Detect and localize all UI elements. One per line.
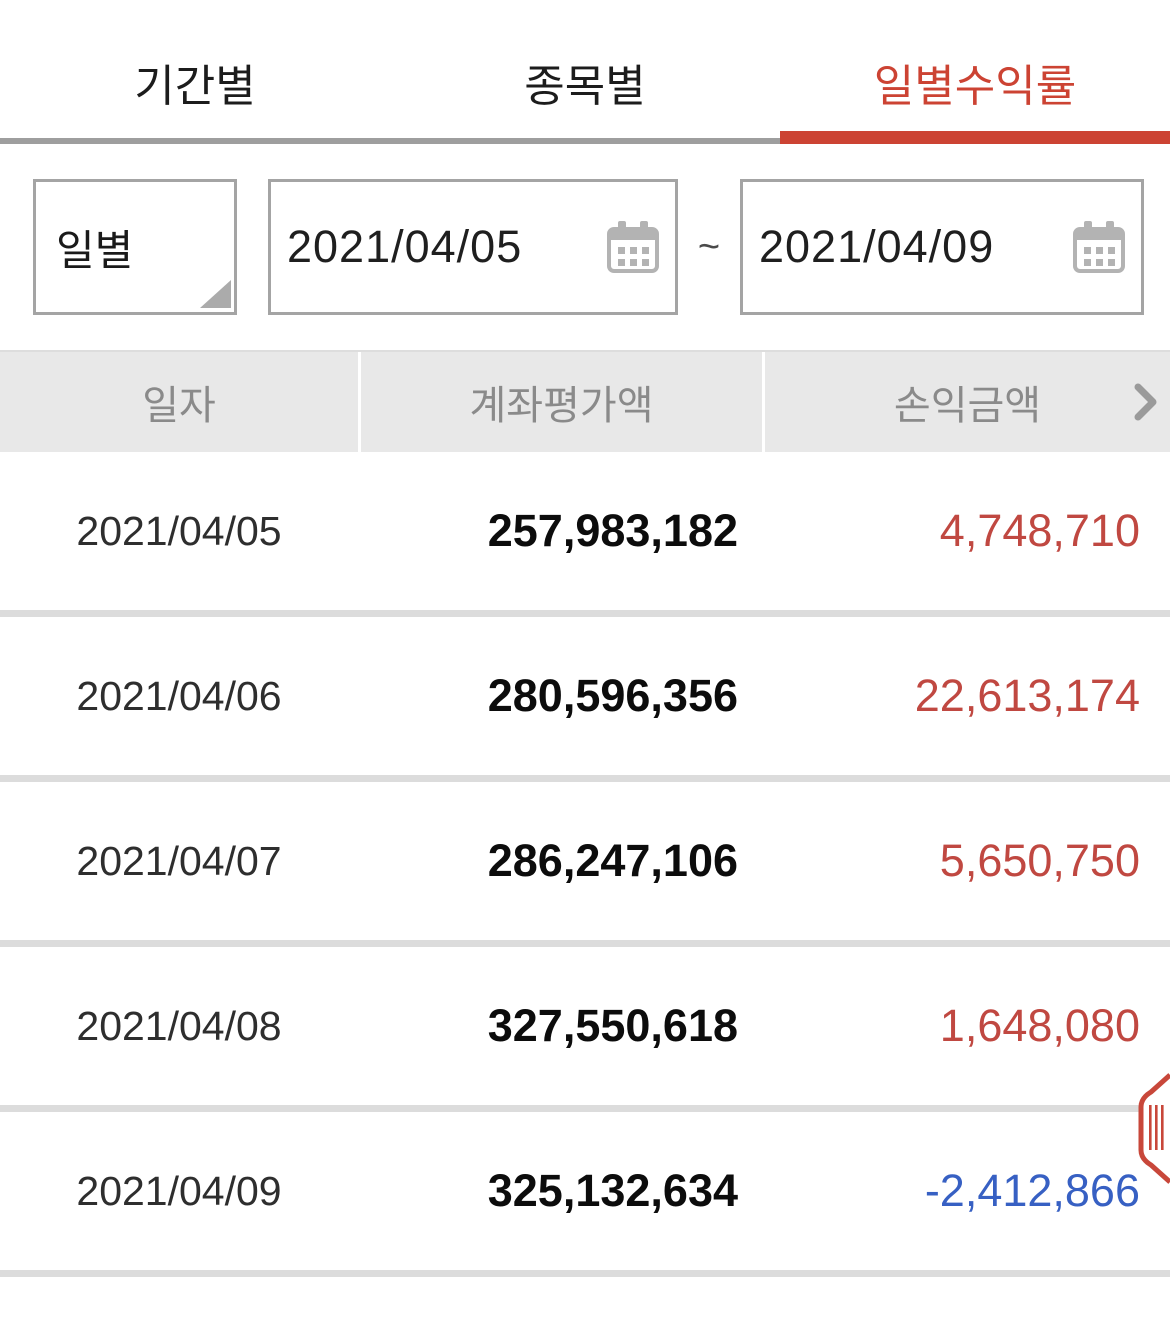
account-value-cell: 325,132,634 (487, 1165, 738, 1216)
date-range-separator: ~ (697, 225, 721, 268)
table-body: 2021/04/05 257,983,182 4,748,710 2021/04… (0, 452, 1170, 1277)
date-cell: 2021/04/06 (76, 672, 282, 719)
row-separator (0, 1270, 1170, 1277)
row-separator (0, 1105, 1170, 1112)
tab-daily-returns[interactable]: 일별수익률 (780, 0, 1170, 144)
account-value-cell: 286,247,106 (487, 835, 738, 886)
date-to-input[interactable]: 2021/04/09 (740, 179, 1144, 315)
date-from-input[interactable]: 2021/04/05 (268, 179, 678, 315)
account-value-cell: 257,983,182 (487, 505, 738, 556)
row-separator (0, 610, 1170, 617)
corner-triangle-icon (200, 280, 231, 308)
pnl-cell: 1,648,080 (939, 1000, 1140, 1051)
pnl-cell: -2,412,866 (924, 1165, 1140, 1216)
chevron-right-icon[interactable] (1134, 383, 1158, 421)
date-from-value: 2021/04/05 (287, 221, 523, 272)
account-value-cell: 280,596,356 (487, 670, 738, 721)
tab-by-stock[interactable]: 종목별 (524, 62, 646, 111)
row-separator (0, 775, 1170, 782)
table-row[interactable]: 2021/04/06 280,596,356 22,613,174 (0, 617, 1170, 775)
filter-row: 일별 2021/04/05 ~ 2021/04/09 (33, 179, 1170, 315)
date-cell: 2021/04/07 (76, 837, 282, 884)
calendar-icon[interactable] (1071, 220, 1127, 274)
date-to-value: 2021/04/09 (759, 221, 995, 272)
pnl-cell: 22,613,174 (914, 670, 1140, 721)
header-date: 일자 (142, 384, 216, 428)
pnl-cell: 5,650,750 (939, 835, 1140, 886)
table-row[interactable]: 2021/04/09 325,132,634 -2,412,866 (0, 1112, 1170, 1270)
table-header: 일자 계좌평가액 손익금액 (0, 350, 1170, 452)
date-cell: 2021/04/09 (76, 1167, 282, 1214)
date-cell: 2021/04/05 (76, 507, 282, 554)
period-select-value: 일별 (56, 226, 134, 274)
pnl-cell: 4,748,710 (939, 505, 1140, 556)
tab-bar: 기간별 종목별 일별수익률 (0, 0, 1170, 144)
table-row[interactable]: 2021/04/07 286,247,106 5,650,750 (0, 782, 1170, 940)
tab-by-period[interactable]: 기간별 (134, 62, 256, 111)
account-value-cell: 327,550,618 (487, 1000, 738, 1051)
row-separator (0, 940, 1170, 947)
header-account-value: 계좌평가액 (358, 352, 762, 452)
grip-handle-icon[interactable] (1134, 1072, 1170, 1185)
header-pnl: 손익금액 (762, 352, 1170, 452)
table-row[interactable]: 2021/04/05 257,983,182 4,748,710 (0, 452, 1170, 610)
calendar-icon[interactable] (605, 220, 661, 274)
date-cell: 2021/04/08 (76, 1002, 282, 1049)
period-select[interactable]: 일별 (33, 179, 237, 315)
table-row[interactable]: 2021/04/08 327,550,618 1,648,080 (0, 947, 1170, 1105)
